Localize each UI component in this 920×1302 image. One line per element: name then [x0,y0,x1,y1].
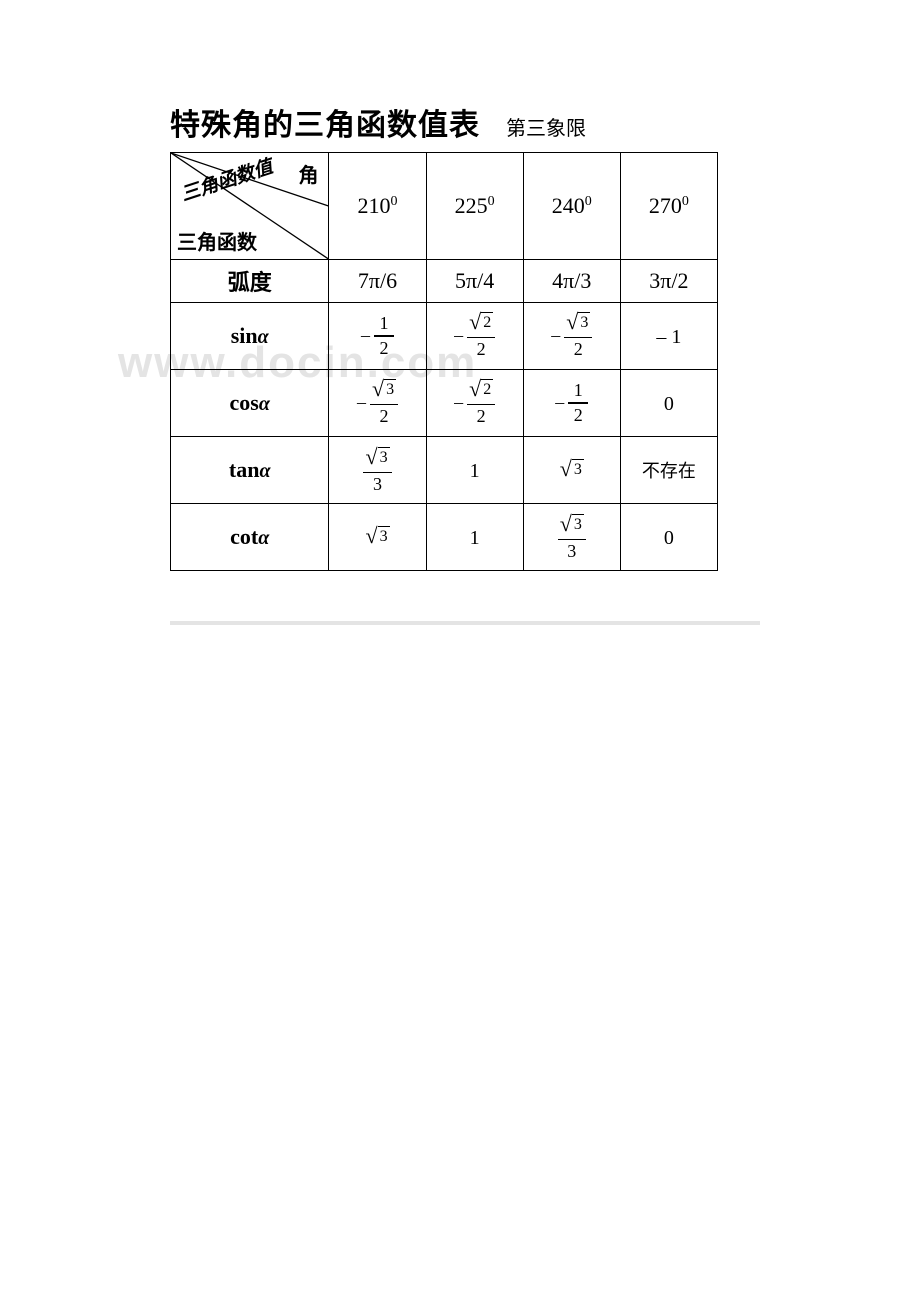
cot-0: √3 [329,504,426,571]
hdr-bot-label: 三角函数 [177,226,257,255]
row-label-radian: 弧度 [171,260,329,303]
page-title: 特殊角的三角函数值表 [170,100,480,144]
trig-table: 角 三角函数值 三角函数 2100 2250 2400 2700 弧度 [170,152,718,571]
angle-col-1: 2250 [426,153,523,260]
hdr-top-label: 角 [298,159,318,188]
cot-3: 0 [620,504,717,571]
rad-3: 3π/2 [620,260,717,303]
row-label-sin: sinα [171,303,329,370]
sin-3: – 1 [620,303,717,370]
cos-0: –√32 [329,370,426,437]
sin-0: –12 [329,303,426,370]
row-label-tan: tanα [171,437,329,504]
tan-1: 1 [426,437,523,504]
angle-col-3: 2700 [620,153,717,260]
table-header-diag-cell: 角 三角函数值 三角函数 [171,153,329,260]
rad-1: 5π/4 [426,260,523,303]
rad-2: 4π/3 [523,260,620,303]
row-label-cot: cotα [171,504,329,571]
cot-1: 1 [426,504,523,571]
title-row: 特殊角的三角函数值表 第三象限 [170,100,760,144]
row-label-cos: cosα [171,370,329,437]
sin-1: –√22 [426,303,523,370]
cos-2: –12 [523,370,620,437]
rad-0: 7π/6 [329,260,426,303]
cot-2: √33 [523,504,620,571]
footer-divider [170,621,760,625]
angle-col-0: 2100 [329,153,426,260]
tan-3: 不存在 [620,437,717,504]
cos-3: 0 [620,370,717,437]
tan-0: √33 [329,437,426,504]
sin-2: –√32 [523,303,620,370]
tan-2: √3 [523,437,620,504]
quadrant-label: 第三象限 [506,112,586,141]
angle-col-2: 2400 [523,153,620,260]
cos-1: –√22 [426,370,523,437]
